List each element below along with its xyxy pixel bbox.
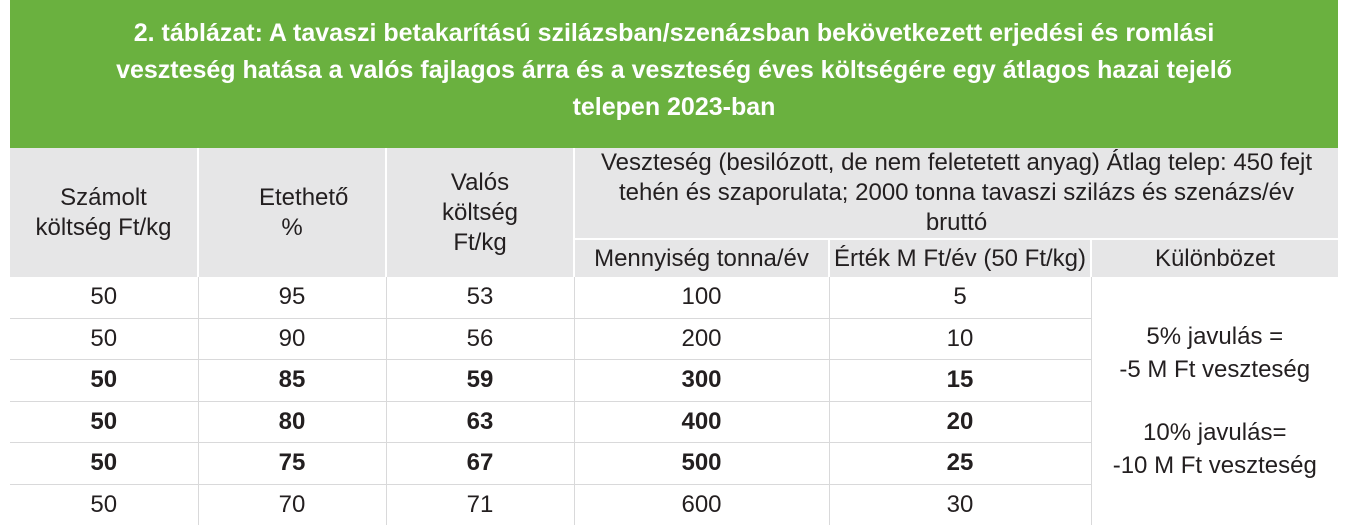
cell-value: 15 [828,359,1091,402]
table-row: 50 70 71 600 30 [10,484,1338,525]
data-table: Számolt költség Ft/kg Etethető % Valós k… [10,148,1339,525]
header-difference: Különbözet [1089,239,1339,277]
header-loss-group: Veszteség (besilózott, de nem feletetett… [572,148,1339,240]
cell-calculated-cost: 50 [90,490,118,518]
cell-real-cost: 71 [385,484,574,525]
cell-feedable: 85 [197,359,386,402]
table-row: 50 90 56 200 10 [10,318,1338,360]
table-row: 50 80 63 400 20 [10,401,1338,443]
cell-quantity: 500 [573,442,829,485]
cell-feedable: 75 [197,442,386,485]
cell-feedable: 70 [197,484,386,525]
cell-real-cost: 63 [385,401,574,443]
table-row: 50 95 53 100 5 5% javulás = -5 M Ft vesz… [10,277,1339,525]
cell-value: 20 [828,401,1091,443]
header-row: Számolt költség Ft/kg Etethető % Valós k… [10,148,1339,277]
note-line: -10 M Ft veszteség [1112,452,1317,479]
subheader-row: Mennyiség tonna/év Érték M Ft/év (50 Ft/… [10,239,1339,277]
cell-quantity: 300 [573,359,829,402]
cell-feedable: 95 [197,277,386,319]
title-line: 2. táblázat: A tavaszi betakarítású szil… [133,19,1215,47]
cell-calculated-cost: 50 [10,442,198,485]
note-line: 10% javulás= [1143,419,1287,446]
header-real-cost: Valós költség Ft/kg [385,148,574,277]
title-line: veszteség hatása a valós fajlagos árra é… [116,56,1232,84]
cell-value: 25 [828,442,1091,485]
cell-calculated-cost: 50 [10,318,198,360]
cell-real-cost: 59 [385,359,574,402]
difference-note: 5% javulás = -5 M Ft veszteség 10% javul… [1090,277,1339,525]
note-line: 5% javulás = [1146,323,1284,350]
table-row: 50 85 59 300 15 [10,359,1338,402]
cell-quantity: 600 [573,484,829,525]
cell-real-cost: 67 [385,442,574,485]
table-title: 2. táblázat: A tavaszi betakarítású szil… [10,0,1338,148]
table-container: 2. táblázat: A tavaszi betakarítású szil… [10,0,1339,525]
header-calculated-cost: Számolt költség Ft/kg [10,148,198,277]
cell-calculated-cost: 50 [10,401,198,443]
header-quantity: Mennyiség tonna/év [573,239,829,277]
header-value: Érték M Ft/év (50 Ft/kg) [828,239,1091,277]
cell-value: 10 [828,318,1091,360]
cell-calculated-cost: 50 [10,277,198,319]
cell-real-cost: 53 [385,277,574,319]
cell-quantity: 400 [573,401,829,443]
note-line: -5 M Ft veszteség [1119,356,1311,383]
cell-real-cost: 56 [385,318,574,360]
cell-quantity: 100 [573,277,829,319]
cell-value: 30 [828,484,1091,525]
cell-quantity: 200 [573,318,829,360]
cell-feedable: 80 [197,401,386,443]
title-line: telepen 2023-ban [572,93,776,121]
cell-value: 5 [828,277,1091,319]
cell-calculated-cost: 50 [10,359,198,402]
table-row: 50 75 67 500 25 [10,442,1338,485]
header-feedable: Etethető % [197,148,386,277]
cell-feedable: 90 [197,318,386,360]
